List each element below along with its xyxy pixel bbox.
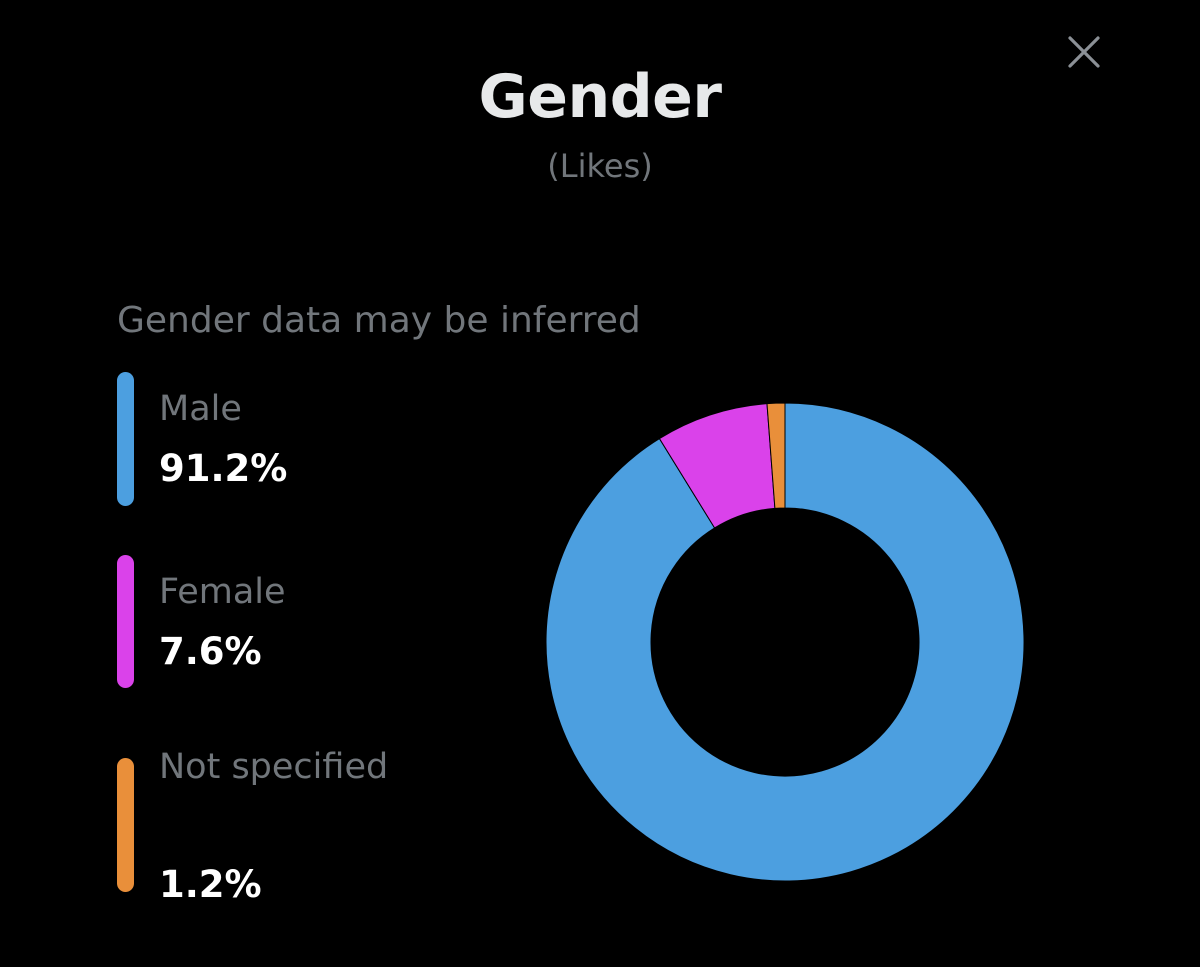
legend-swatch-not-specified — [117, 758, 134, 892]
donut-slice-not-specified — [766, 402, 786, 509]
chart-title: Gender — [478, 62, 722, 132]
legend-swatch-female — [117, 555, 134, 688]
legend-value-not-specified: 1.2% — [159, 863, 262, 906]
inferred-note: Gender data may be inferred — [117, 300, 641, 341]
donut-slice-male — [545, 402, 1025, 882]
chart-subtitle: (Likes) — [547, 147, 653, 185]
legend-value-male: 91.2% — [159, 447, 288, 490]
close-icon[interactable] — [1067, 35, 1101, 73]
close-button[interactable] — [1058, 28, 1110, 80]
legend-label-male: Male — [159, 389, 242, 429]
legend-label-not-specified: Not specified — [159, 747, 389, 787]
legend-value-female: 7.6% — [159, 630, 262, 673]
legend-label-female: Female — [159, 572, 286, 612]
legend-swatch-male — [117, 372, 134, 506]
donut-chart — [545, 402, 1025, 882]
